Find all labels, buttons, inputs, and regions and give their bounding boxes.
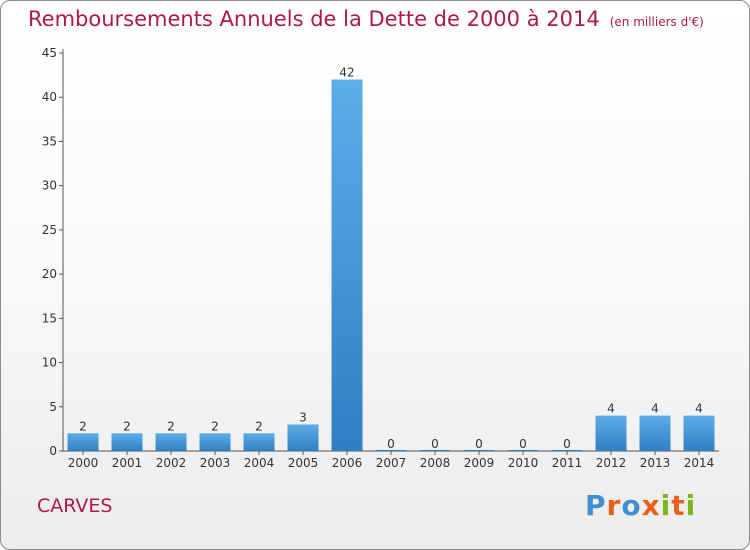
bar-2005 (287, 424, 319, 451)
bar-2014 (683, 415, 715, 451)
x-tick-label: 2003 (200, 456, 231, 470)
chart-unit-label: (en milliers d'€) (609, 15, 704, 29)
value-label: 0 (431, 437, 439, 451)
value-label: 4 (607, 402, 615, 416)
y-tick-label: 15 (42, 311, 57, 325)
value-label: 42 (339, 66, 354, 80)
chart-title-text: Remboursements Annuels de la Dette de 20… (28, 7, 600, 31)
bar-2003 (199, 433, 231, 451)
y-tick-label: 10 (42, 356, 57, 370)
value-label: 3 (299, 410, 307, 424)
x-tick-label: 2001 (112, 456, 143, 470)
y-tick-label: 0 (49, 444, 57, 458)
value-label: 0 (387, 437, 395, 451)
value-label: 0 (519, 437, 527, 451)
x-tick-label: 2002 (156, 456, 187, 470)
bar-2004 (243, 433, 275, 451)
value-label: 0 (475, 437, 483, 451)
logo-letter: o (621, 489, 642, 522)
x-tick-label: 2011 (552, 456, 583, 470)
y-tick-label: 20 (42, 267, 57, 281)
x-tick-label: 2014 (684, 456, 715, 470)
logo-letter: x (641, 489, 661, 522)
logo-letter: i (685, 489, 697, 522)
x-tick-label: 2008 (420, 456, 451, 470)
x-tick-label: 2010 (508, 456, 539, 470)
value-label: 2 (255, 419, 263, 433)
y-tick-label: 45 (42, 46, 57, 60)
x-tick-label: 2006 (332, 456, 363, 470)
value-label: 2 (79, 419, 87, 433)
x-tick-label: 2013 (640, 456, 671, 470)
y-tick-label: 35 (42, 134, 57, 148)
x-tick-label: 2009 (464, 456, 495, 470)
chart-title: Remboursements Annuels de la Dette de 20… (28, 7, 704, 31)
value-label: 0 (563, 437, 571, 451)
logo-letter: i (660, 489, 672, 522)
x-tick-label: 2004 (244, 456, 275, 470)
x-tick-label: 2005 (288, 456, 319, 470)
x-tick-label: 2000 (68, 456, 99, 470)
x-tick-label: 2012 (596, 456, 627, 470)
value-label: 2 (167, 419, 175, 433)
logo-letter: r (606, 489, 622, 522)
bar-2006 (331, 79, 363, 452)
value-label: 2 (211, 419, 219, 433)
value-label: 4 (695, 402, 703, 416)
proxiti-logo: Proxiti (585, 489, 696, 522)
x-tick-label: 2007 (376, 456, 407, 470)
bar-2002 (155, 433, 187, 451)
bar-2000 (67, 433, 99, 451)
value-labels: 2 2 2 2 2 3 42 0 0 0 0 0 4 4 4 (79, 66, 703, 451)
y-tick-label: 40 (42, 90, 57, 104)
bars (67, 79, 715, 452)
place-name: CARVES (37, 495, 113, 517)
y-tick-label: 30 (42, 179, 57, 193)
y-tick-label: 5 (49, 400, 57, 414)
bar-2001 (111, 433, 143, 451)
logo-letter: P (585, 489, 607, 522)
value-label: 4 (651, 402, 659, 416)
bar-2013 (639, 415, 671, 451)
y-tick-label: 25 (42, 223, 57, 237)
value-label: 2 (123, 419, 131, 433)
bar-2012 (595, 415, 627, 451)
logo-letter: t (671, 489, 686, 522)
